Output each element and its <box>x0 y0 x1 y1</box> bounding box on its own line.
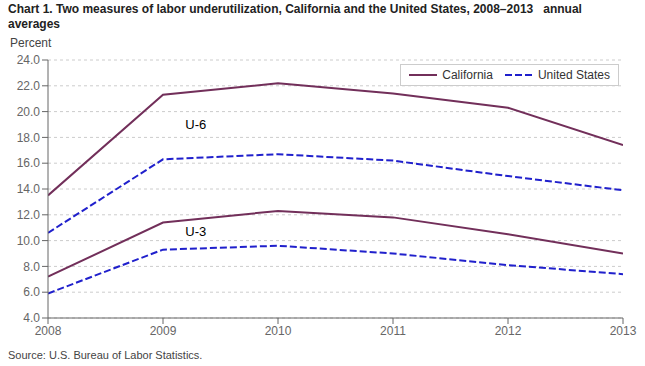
svg-text:2011: 2011 <box>380 324 406 338</box>
html-text:Source: U.S. Bureau of Labor S: Source: U.S. Bureau of Labor Statistics. <box>8 349 203 361</box>
html-text:California: California <box>442 68 493 82</box>
svg-text:6.0: 6.0 <box>23 285 40 299</box>
svg-text:2013: 2013 <box>610 324 637 338</box>
svg-text:2009: 2009 <box>150 324 177 338</box>
svg-text:22.0: 22.0 <box>17 79 41 93</box>
svg-text:20.0: 20.0 <box>17 105 41 119</box>
svg-text:24.0: 24.0 <box>17 53 41 67</box>
svg-text:12.0: 12.0 <box>17 208 41 222</box>
svg-text:14.0: 14.0 <box>17 182 41 196</box>
svg-text:U-6: U-6 <box>185 117 206 132</box>
svg-text:2012: 2012 <box>495 324 522 338</box>
svg-text:18.0: 18.0 <box>17 131 41 145</box>
svg-text:8.0: 8.0 <box>23 260 40 274</box>
svg-text:16.0: 16.0 <box>17 156 41 170</box>
svg-text:2010: 2010 <box>265 324 292 338</box>
svg-text:U-3: U-3 <box>185 224 206 239</box>
svg-text:2008: 2008 <box>35 324 62 338</box>
svg-text:4.0: 4.0 <box>23 311 40 325</box>
html-text:Chart 1. Two measures of labor: Chart 1. Two measures of labor underutil… <box>8 2 586 31</box>
svg-text:10.0: 10.0 <box>17 234 41 248</box>
html-text:Percent: Percent <box>10 36 52 50</box>
html-text:United States: United States <box>538 68 610 82</box>
